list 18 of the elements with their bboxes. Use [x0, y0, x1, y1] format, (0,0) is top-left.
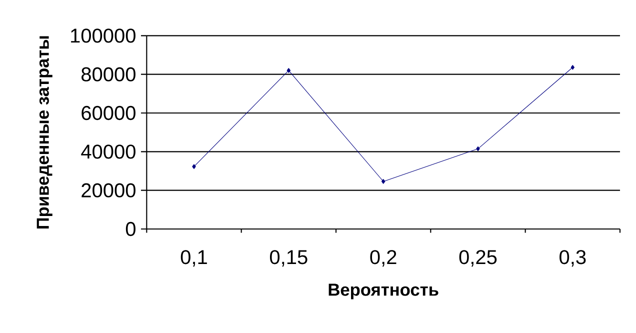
y-tick-label: 60000: [82, 106, 136, 120]
x-tick-label: 0,2: [370, 250, 396, 267]
y-tick-label: 80000: [82, 67, 136, 82]
y-tick-label: 20000: [82, 183, 136, 198]
x-axis-title: Вероятность: [328, 284, 438, 300]
y-axis-title: Приведенные затраты: [36, 36, 52, 229]
y-tick-label: 0: [126, 222, 136, 236]
point: [192, 164, 196, 169]
x-tick-label: 0,25: [459, 250, 497, 267]
x-tick-label: 0,3: [560, 250, 586, 267]
x-tick-label: 0,15: [270, 250, 308, 267]
point: [476, 146, 480, 152]
point: [570, 64, 575, 70]
point: [286, 68, 291, 73]
y-tick-label: 40000: [81, 144, 136, 159]
point: [381, 179, 386, 184]
x-tick-label: 0,1: [180, 250, 207, 267]
y-tick-label: 100000: [71, 28, 136, 43]
